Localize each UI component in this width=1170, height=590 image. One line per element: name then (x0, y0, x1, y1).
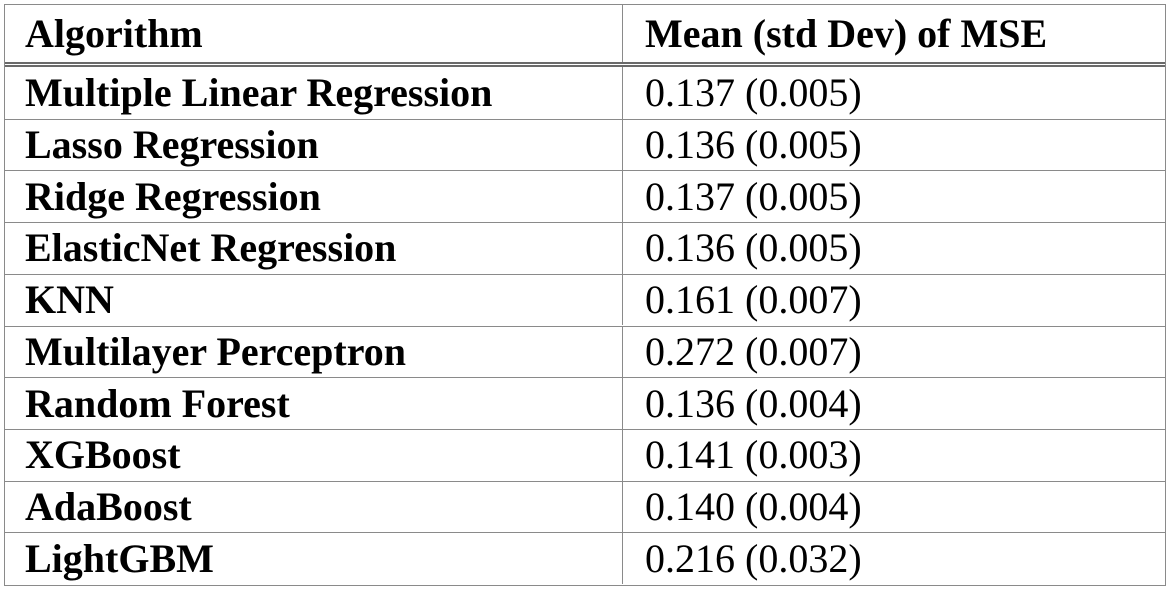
value-cell: 0.137 (0.005) (622, 171, 1165, 223)
value-cell: 0.140 (0.004) (622, 481, 1165, 533)
value-cell: 0.136 (0.004) (622, 378, 1165, 429)
table-row: Random Forest 0.136 (0.004) (5, 377, 1165, 429)
algorithm-cell: Random Forest (25, 380, 290, 426)
table-row: XGBoost 0.141 (0.003) (5, 428, 1165, 481)
table-row: ElasticNet Regression 0.136 (0.005) (5, 222, 1165, 274)
header-row: Algorithm Mean (std Dev) of MSE (5, 5, 1165, 67)
value-cell: 0.137 (0.005) (622, 67, 1165, 119)
header-cell: Mean (std Dev) of MSE (622, 5, 1165, 62)
value-cell: 0.216 (0.032) (622, 533, 1165, 584)
algorithm-cell: LightGBM (25, 535, 214, 581)
algorithm-cell: Lasso Regression (25, 122, 319, 168)
algorithm-cell: Multilayer Perceptron (25, 328, 407, 374)
value-cell: 0.272 (0.007) (622, 326, 1165, 378)
value-cell: 0.141 (0.003) (622, 429, 1165, 481)
table-row: Multiple Linear Regression 0.137 (0.005) (5, 67, 1165, 119)
table-row: Ridge Regression 0.137 (0.005) (5, 170, 1165, 223)
algorithm-cell: AdaBoost (25, 483, 192, 529)
algorithm-cell: ElasticNet Regression (25, 225, 397, 271)
algorithm-cell: Ridge Regression (25, 173, 321, 219)
value-cell: 0.136 (0.005) (622, 119, 1165, 171)
table-row: LightGBM 0.216 (0.032) (5, 532, 1165, 584)
table-row: Lasso Regression 0.136 (0.005) (5, 118, 1165, 171)
table-row: AdaBoost 0.140 (0.004) (5, 480, 1165, 533)
value-cell: 0.161 (0.007) (622, 274, 1165, 326)
algorithm-cell: XGBoost (25, 432, 181, 478)
table: Algorithm Mean (std Dev) of MSE Multiple L… (4, 4, 1166, 586)
algorithm-cell: Multiple Linear Regression (25, 69, 493, 115)
algorithm-cell: KNN (25, 277, 114, 323)
table-row: KNN 0.161 (0.007) (5, 273, 1165, 326)
table-row: Multilayer Perceptron 0.272 (0.007) (5, 325, 1165, 378)
header-cell: Algorithm (25, 10, 203, 56)
value-cell: 0.136 (0.005) (622, 223, 1165, 274)
